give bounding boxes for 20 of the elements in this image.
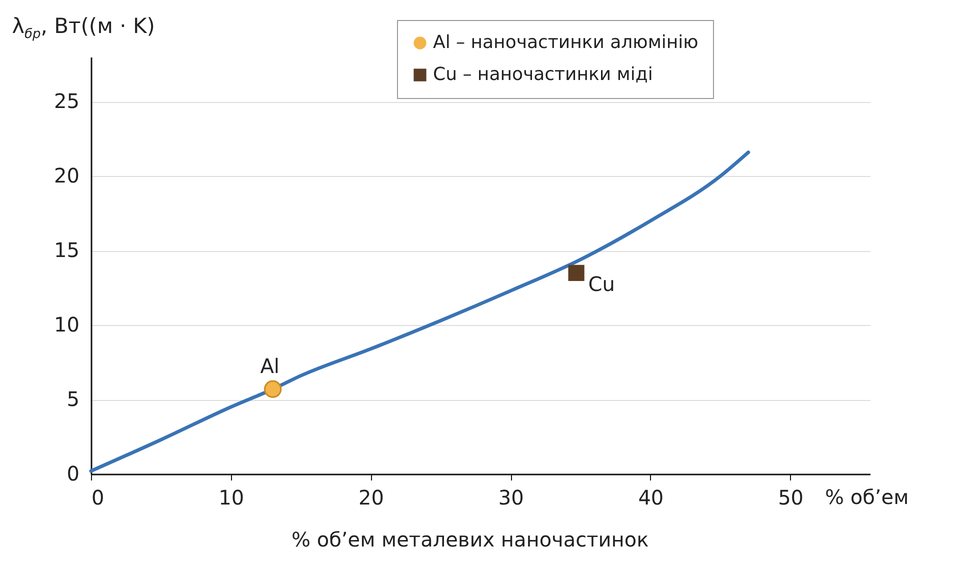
x-tick-label: 0 xyxy=(92,486,104,510)
y-tick-label: 20 xyxy=(54,164,80,188)
y-tick-label: 10 xyxy=(54,312,80,337)
y-tick-label: 5 xyxy=(66,387,80,412)
legend-label: Al – наночастинки алюмінію xyxy=(433,32,698,53)
x-axis-title: % об’ем металевих наночастинок xyxy=(292,528,649,552)
annotation: Cu xyxy=(588,272,615,296)
x-tick-label: 20 xyxy=(358,486,384,510)
y-tick-label: 0 xyxy=(66,462,80,486)
annotation: Al xyxy=(260,354,280,378)
x-tick-label: 50 xyxy=(778,486,804,510)
y-axis-title: λ$_{бр}$, Вт((м · K) xyxy=(12,14,155,42)
legend-label: Cu – наночастинки міді xyxy=(433,64,653,85)
x-tick-label: 30 xyxy=(498,486,524,510)
x-tick-label: 40 xyxy=(638,486,664,510)
x-tick-label: 10 xyxy=(218,486,244,510)
text: % об’ем xyxy=(825,485,909,509)
line-series xyxy=(89,150,750,473)
y-tick-label: 25 xyxy=(54,89,80,114)
y-tick-label: 15 xyxy=(54,238,80,262)
